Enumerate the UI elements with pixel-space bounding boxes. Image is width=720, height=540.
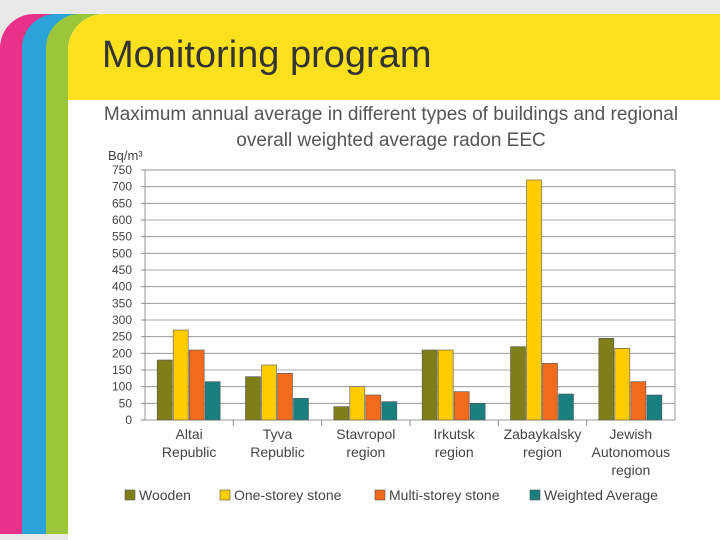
bar (421, 349, 438, 421)
bar (172, 329, 189, 421)
slide-title: Monitoring program (102, 34, 432, 76)
y-tick-label: 500 (112, 246, 132, 260)
x-tick-label: Jewish (609, 426, 652, 442)
x-tick-label: region (611, 462, 650, 478)
x-tick-label: Altai (176, 426, 203, 442)
y-tick-label: 700 (112, 180, 132, 194)
x-tick-label: Tyva (263, 426, 293, 442)
bar (542, 363, 558, 421)
bar (204, 381, 221, 421)
legend-swatch (219, 489, 231, 501)
legend-label: Wooden (139, 487, 191, 503)
y-tick-label: 0 (125, 413, 132, 427)
chart-subtitle: Maximum annual average in different type… (103, 104, 679, 151)
legend-label: One-storey stone (234, 487, 342, 503)
legend-label: Multi-storey stone (389, 487, 500, 503)
x-tick-label: Stavropol (336, 426, 395, 442)
y-tick-label: 50 (119, 396, 133, 410)
y-tick-label: 350 (112, 296, 132, 310)
bar (526, 179, 542, 421)
bar (349, 386, 366, 421)
x-tick-label: Republic (162, 444, 216, 460)
slide-header-band (68, 14, 720, 100)
y-tick-label: 450 (112, 263, 132, 277)
y-tick-label: 550 (112, 230, 132, 244)
legend-label: Weighted Average (544, 487, 658, 503)
y-tick-label: 400 (112, 280, 132, 294)
bar (381, 401, 398, 421)
y-tick-label: 600 (112, 213, 132, 227)
bar (156, 359, 173, 421)
x-tick-label: Autonomous (592, 444, 671, 460)
y-tick-label: 750 (112, 163, 132, 177)
bar (558, 393, 574, 421)
bar (293, 398, 309, 421)
y-axis-label: Bq/m³ (108, 148, 143, 163)
y-tick-label: 200 (112, 346, 132, 360)
bar-chart: 0 50 100 150 200 250 300 350 400 450 500 550 600 650 7… (108, 148, 676, 503)
y-tick-label: 150 (112, 363, 132, 377)
y-tick-label: 300 (112, 313, 132, 327)
y-tick-label: 250 (112, 330, 132, 344)
x-tick-label: Republic (250, 444, 304, 460)
bar (646, 394, 663, 421)
bar (614, 348, 631, 421)
x-tick-label: region (435, 444, 474, 460)
legend-swatch (529, 489, 541, 501)
y-tick-label: 650 (112, 196, 132, 210)
bar (598, 338, 615, 421)
bar (245, 376, 261, 421)
bar (453, 391, 470, 421)
bar (188, 349, 205, 421)
bar (261, 364, 277, 421)
bar (469, 403, 486, 421)
bar (510, 346, 526, 421)
legend-swatch (374, 489, 386, 501)
bar (630, 381, 647, 421)
bar (365, 394, 382, 421)
x-tick-label: Irkutsk (434, 426, 476, 442)
bar (277, 373, 293, 421)
bar (437, 349, 454, 421)
x-tick-label: region (523, 444, 562, 460)
bar (333, 406, 350, 421)
legend-swatch (124, 489, 136, 501)
plot-area (144, 169, 676, 421)
y-tick-label: 100 (112, 380, 132, 394)
x-tick-label: region (346, 444, 385, 460)
x-tick-label: Zabaykalsky (504, 426, 582, 442)
